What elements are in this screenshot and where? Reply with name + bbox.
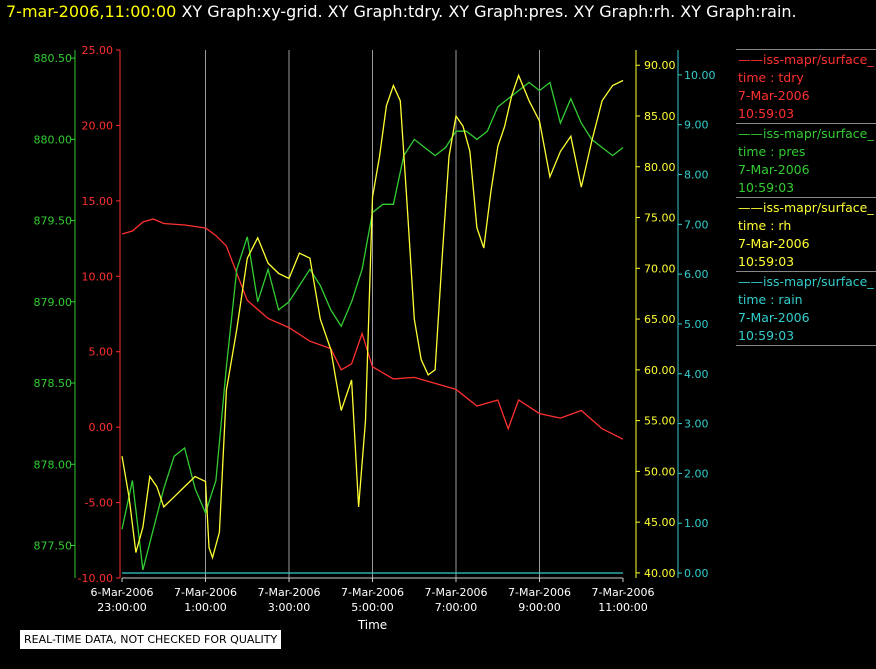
x-tick-label: 7-Mar-2006 — [341, 586, 404, 599]
x-tick-label: 7-Mar-2006 — [592, 586, 655, 599]
rh-series-line — [121, 73, 624, 560]
rh-tick-label: 60.00 — [644, 364, 676, 377]
rain-tick-label: 9.00 — [684, 119, 709, 132]
legend-source: ——iss-mapr/surface_ — [738, 126, 874, 141]
x-tick-label: 9:00:00 — [518, 601, 560, 614]
rh-tick-label: 55.00 — [644, 415, 676, 428]
rh-tick-label: 70.00 — [644, 262, 676, 275]
legend-variable: time : rain — [738, 292, 803, 307]
rh-tick-label: 40.00 — [644, 567, 676, 580]
rh-tick-label: 65.00 — [644, 313, 676, 326]
rh-tick-label: 85.00 — [644, 110, 676, 123]
rh-tick-label: 45.00 — [644, 516, 676, 529]
graph-tab[interactable]: XY Graph:rh. — [573, 2, 676, 21]
x-tick-label: 1:00:00 — [184, 601, 226, 614]
legend-variable: time : tdry — [738, 70, 804, 85]
x-tick-label: 23:00:00 — [97, 601, 146, 614]
rain-tick-label: 0.00 — [684, 567, 709, 580]
tdry-tick-label: 0.00 — [89, 421, 114, 434]
x-tick-label: 7-Mar-2006 — [425, 586, 488, 599]
pres-tick-label: 880.00 — [34, 133, 73, 146]
legend-entry-tdry[interactable]: ——iss-mapr/surface_ time : tdry 7-Mar-20… — [736, 49, 876, 123]
x-tick-label: 7-Mar-2006 — [258, 586, 321, 599]
x-tick-label: 7-Mar-2006 — [174, 586, 237, 599]
rain-tick-label: 5.00 — [684, 318, 709, 331]
legend-variable: time : rh — [738, 218, 792, 233]
legend-date: 7-Mar-2006 — [738, 310, 810, 325]
legend-entry-rain[interactable]: ——iss-mapr/surface_ time : rain 7-Mar-20… — [736, 271, 876, 346]
quality-warning-note: REAL-TIME DATA, NOT CHECKED FOR QUALITY — [20, 630, 282, 649]
timestamp-label: 7-mar-2006,11:00:00 — [6, 2, 177, 21]
rh-tick-label: 50.00 — [644, 465, 676, 478]
pres-tick-label: 879.00 — [34, 296, 73, 309]
tdry-tick-label: -10.00 — [78, 572, 113, 585]
x-tick-label: 11:00:00 — [598, 601, 647, 614]
legend-time: 10:59:03 — [738, 254, 795, 269]
graph-tab[interactable]: XY Graph:pres. — [448, 2, 569, 21]
legend-time: 10:59:03 — [738, 180, 795, 195]
legend: ——iss-mapr/surface_ time : tdry 7-Mar-20… — [736, 49, 876, 346]
pres-tick-label: 878.50 — [34, 377, 73, 390]
x-tick-label: 7-Mar-2006 — [508, 586, 571, 599]
legend-source: ——iss-mapr/surface_ — [738, 274, 874, 289]
x-tick-label: 6-Mar-2006 — [91, 586, 154, 599]
title-bar: 7-mar-2006,11:00:00 XY Graph:xy-grid. XY… — [6, 2, 797, 26]
legend-variable: time : pres — [738, 144, 806, 159]
rh-tick-label: 80.00 — [644, 161, 676, 174]
tdry-series-line — [121, 218, 624, 440]
legend-date: 7-Mar-2006 — [738, 236, 810, 251]
rain-tick-label: 8.00 — [684, 169, 709, 182]
graph-tab[interactable]: XY Graph:tdry. — [327, 2, 444, 21]
legend-source: ——iss-mapr/surface_ — [738, 52, 874, 67]
x-tick-label: 7:00:00 — [435, 601, 477, 614]
tdry-tick-label: 15.00 — [82, 195, 114, 208]
legend-time: 10:59:03 — [738, 328, 795, 343]
rain-tick-label: 3.00 — [684, 418, 709, 431]
legend-date: 7-Mar-2006 — [738, 162, 810, 177]
rain-tick-label: 6.00 — [684, 268, 709, 281]
rain-tick-label: 2.00 — [684, 467, 709, 480]
tdry-tick-label: 20.00 — [82, 119, 114, 132]
rain-tick-label: 7.00 — [684, 218, 709, 231]
tdry-tick-label: 25.00 — [82, 44, 114, 57]
rh-tick-label: 75.00 — [644, 212, 676, 225]
xy-chart: 877.50 878.00 878.50 879.00 879.50 880.00 880.… — [34, 44, 716, 632]
rh-tick-label: 90.00 — [644, 59, 676, 72]
x-tick-label: 5:00:00 — [351, 601, 393, 614]
pres-tick-label: 877.50 — [34, 540, 73, 553]
graph-tab[interactable]: XY Graph:rain. — [680, 2, 797, 21]
rain-tick-label: 1.00 — [684, 517, 709, 530]
tdry-tick-label: 5.00 — [89, 346, 114, 359]
tdry-tick-label: -5.00 — [85, 497, 113, 510]
x-axis-label: Time — [357, 618, 387, 632]
legend-entry-rh[interactable]: ——iss-mapr/surface_ time : rh 7-Mar-2006… — [736, 197, 876, 271]
x-tick-label: 3:00:00 — [268, 601, 310, 614]
graph-tab[interactable]: XY Graph:xy-grid. — [181, 2, 323, 21]
pres-tick-label: 879.50 — [34, 215, 73, 228]
pres-tick-label: 880.50 — [34, 52, 73, 65]
rain-tick-label: 4.00 — [684, 368, 709, 381]
pres-tick-label: 878.00 — [34, 458, 73, 471]
legend-time: 10:59:03 — [738, 106, 795, 121]
legend-entry-pres[interactable]: ——iss-mapr/surface_ time : pres 7-Mar-20… — [736, 123, 876, 197]
rain-tick-label: 10.00 — [684, 69, 716, 82]
tdry-tick-label: 10.00 — [82, 270, 114, 283]
legend-source: ——iss-mapr/surface_ — [738, 200, 874, 215]
legend-date: 7-Mar-2006 — [738, 88, 810, 103]
